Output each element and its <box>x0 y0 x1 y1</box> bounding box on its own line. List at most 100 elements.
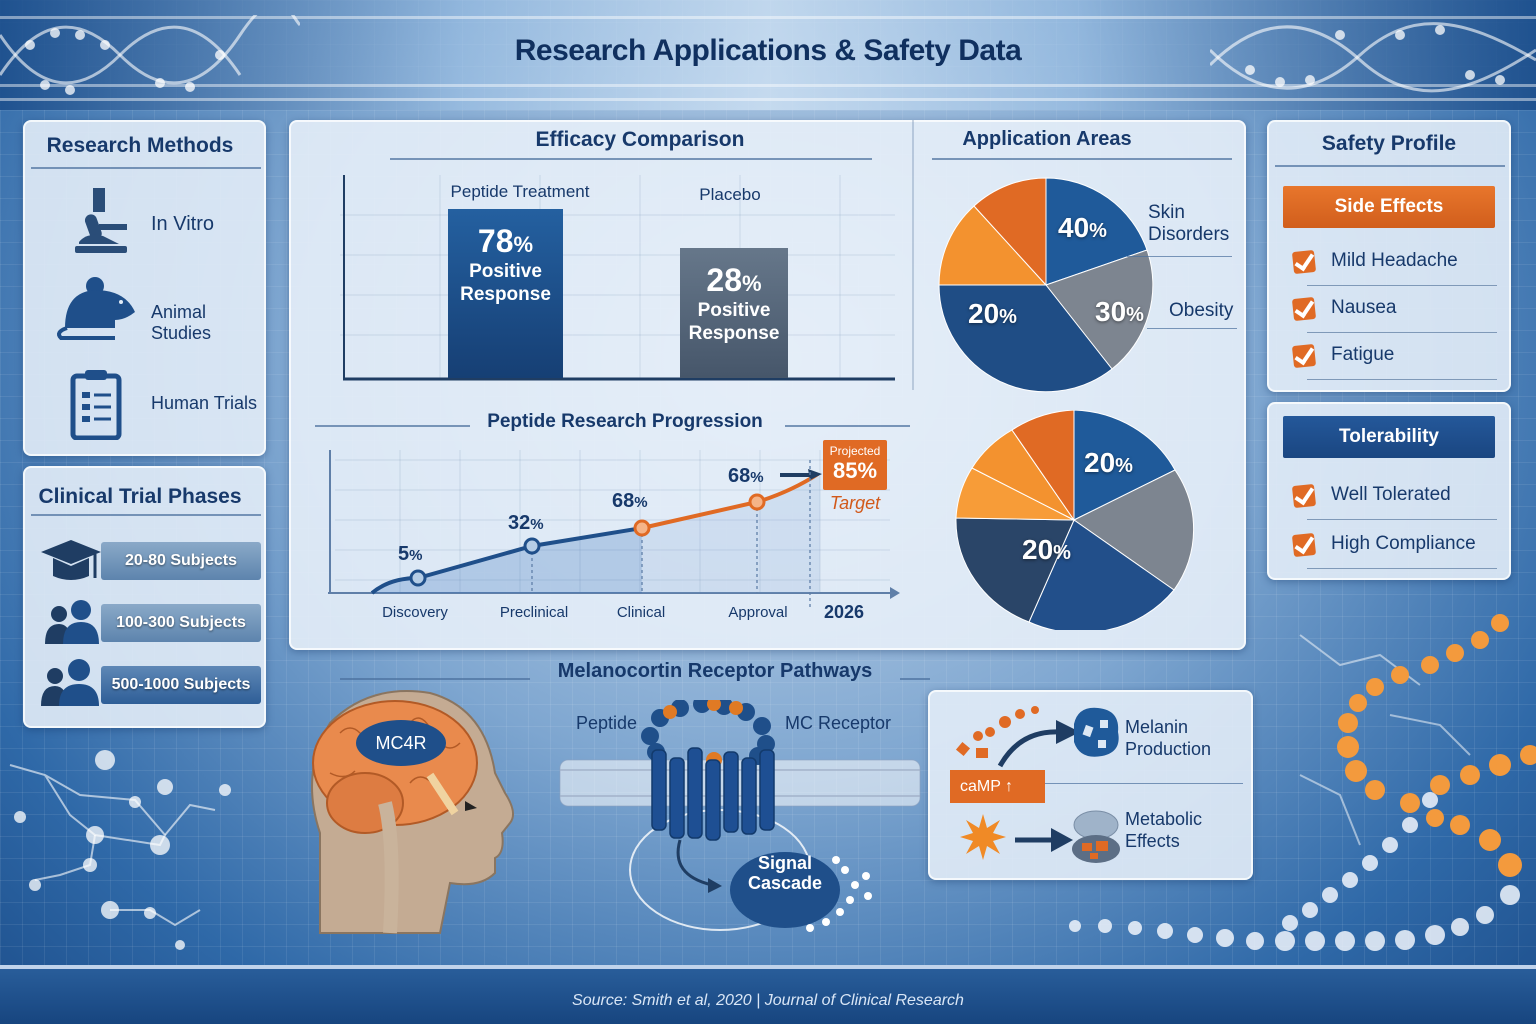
tolerability-header: Tolerability <box>1283 416 1495 458</box>
tolerability-item: Well Tolerated <box>1291 478 1497 520</box>
side-effect-item: Nausea <box>1291 291 1497 333</box>
checkbox-checked-icon <box>1291 296 1317 322</box>
checkbox-checked-icon <box>1291 343 1317 369</box>
phase-3: 500-1000 Subjects <box>39 659 271 706</box>
molecule-structure-icon <box>9 750 231 950</box>
item-label: High Compliance <box>1331 533 1476 554</box>
side-effect-item: Mild Headache <box>1291 244 1497 286</box>
progression-chart: Peptide Research Progression 5% 32% 68% … <box>300 400 910 640</box>
application-areas: Application Areas 40% 30% 20% Skin Disord… <box>912 120 1246 650</box>
safety-profile-panel: Safety Profile Side Effects Mild Headach… <box>1267 120 1511 392</box>
phase-pill: 20-80 Subjects <box>101 542 261 580</box>
legend-obesity: Obesity <box>1169 300 1234 321</box>
bar-placebo[interactable]: 28% Positive Response <box>680 248 788 378</box>
pathways-title: Melanocortin Receptor Pathways <box>557 660 873 682</box>
safety-profile-title: Safety Profile <box>1321 132 1457 155</box>
dna-helix-left-icon <box>0 15 300 95</box>
method-in-vitro: In Vitro <box>25 180 265 260</box>
signal-cascade-label: Signal Cascade <box>747 853 823 893</box>
arrow-right-icon <box>997 720 1080 768</box>
page-title: Research Applications & Safety Data <box>514 34 1022 67</box>
clipboard-checklist-icon <box>70 370 122 440</box>
clinical-trial-phases-title: Clinical Trial Phases <box>38 485 242 508</box>
bar-sub1: Positive <box>469 261 542 282</box>
microscope-icon <box>75 188 127 253</box>
point-label-discovery: 5% <box>398 543 423 565</box>
projected-badge: Projected 85% <box>823 440 887 490</box>
clinical-trial-phases-panel: Clinical Trial Phases 20-80 Subjects 100… <box>23 466 266 728</box>
mc4r-badge[interactable]: MC4R <box>356 720 446 766</box>
effects-panel: Melanin Production caMP ↑ Metabolic Effect… <box>928 690 1253 880</box>
mc-receptor-label: MC Receptor <box>785 713 892 733</box>
point-label-preclinical: 32% <box>508 512 544 534</box>
progression-plot <box>328 450 900 610</box>
efficacy-grid <box>340 175 895 381</box>
x-label-preclinical: Preclinical <box>499 604 569 621</box>
item-label: Mild Headache <box>1331 250 1458 271</box>
item-label: Nausea <box>1331 297 1397 318</box>
bar-unit: % <box>513 232 534 257</box>
bar-value: 78 <box>477 223 514 259</box>
bar-sub2: Response <box>688 323 780 344</box>
tolerability-item: High Compliance <box>1291 527 1497 569</box>
point-label-clinical: 68% <box>612 490 648 512</box>
phase-1: 20-80 Subjects <box>39 540 271 582</box>
graduation-cap-icon <box>41 540 101 580</box>
phase-pill: 500-1000 Subjects <box>101 666 261 704</box>
melanin-cell-icon <box>1074 707 1119 757</box>
bar-unit: % <box>742 271 762 296</box>
phase-2: 100-300 Subjects <box>39 600 271 644</box>
dna-helix-bottom-right-icon <box>1069 614 1536 951</box>
pie1-label-other: 20% <box>968 298 1017 329</box>
source-citation: Source: Smith et al, 2020 | Journal of C… <box>572 992 964 1009</box>
pathways-section: Melanocortin Receptor Pathways MC4R Pept… <box>290 645 930 955</box>
x-label-year: 2026 <box>823 602 865 622</box>
item-label: Fatigue <box>1331 344 1395 365</box>
application-areas-title: Application Areas <box>962 128 1132 150</box>
side-effects-header: Side Effects <box>1283 186 1495 228</box>
dna-helix-right-icon <box>1210 22 1536 93</box>
progression-title: Peptide Research Progression <box>487 411 763 432</box>
side-effect-item: Fatigue <box>1291 338 1497 380</box>
method-label: Animal Studies <box>151 302 212 343</box>
effect-metabolic: Metabolic Effects <box>1125 809 1203 851</box>
method-label: Human Trials <box>151 393 258 413</box>
method-human-trials: Human Trials <box>25 360 265 440</box>
effect-melanin: Melanin Production <box>1125 717 1212 759</box>
phase-pill: 100-300 Subjects <box>101 604 261 642</box>
camp-badge: caMP ↑ <box>950 770 1045 803</box>
bar-label-peptide: Peptide Treatment <box>450 182 590 201</box>
checkbox-checked-icon <box>1291 483 1317 509</box>
efficacy-chart: Efficacy Comparison Peptide Treatment Pl… <box>290 120 910 390</box>
mouse-icon <box>57 277 135 340</box>
x-label-approval: Approval <box>728 604 788 621</box>
bar-value: 28 <box>706 262 743 298</box>
research-methods-title: Research Methods <box>46 134 234 157</box>
pie2-label-navy: 20% <box>1022 534 1071 565</box>
people-group-large-icon <box>41 659 99 706</box>
metabolic-cells-icon <box>1072 810 1120 863</box>
footer: Source: Smith et al, 2020 | Journal of C… <box>0 965 1536 1024</box>
point-label-approval: 68% <box>728 465 764 487</box>
research-methods-panel: Research Methods In Vitro Animal Studies… <box>23 120 266 456</box>
bar-label-placebo: Placebo <box>699 185 761 204</box>
projected-label: Projected <box>829 444 881 458</box>
bar-sub1: Positive <box>697 300 771 321</box>
tolerability-panel: Tolerability Well Tolerated High Complia… <box>1267 402 1511 580</box>
arrow-right-icon <box>1015 828 1073 852</box>
efficacy-title: Efficacy Comparison <box>535 128 745 151</box>
method-label: In Vitro <box>151 213 214 235</box>
application-pie-1 <box>938 177 1154 393</box>
projected-value: 85% <box>832 458 878 483</box>
method-animal-studies: Animal Studies <box>25 270 265 350</box>
melanin-particles-icon <box>955 706 1039 758</box>
peptide-label: Peptide <box>576 713 638 733</box>
people-group-icon <box>45 600 99 644</box>
receptor-membrane-illustration-icon <box>559 700 921 932</box>
x-label-discovery: Discovery <box>382 604 448 621</box>
application-pie-2 <box>955 410 1195 630</box>
header-banner: Research Applications & Safety Data <box>0 0 1536 110</box>
bar-peptide[interactable]: 78% Positive Response <box>448 209 563 378</box>
legend-skin-disorders: Skin Disorders <box>1148 202 1230 245</box>
target-label: Target <box>829 493 881 513</box>
